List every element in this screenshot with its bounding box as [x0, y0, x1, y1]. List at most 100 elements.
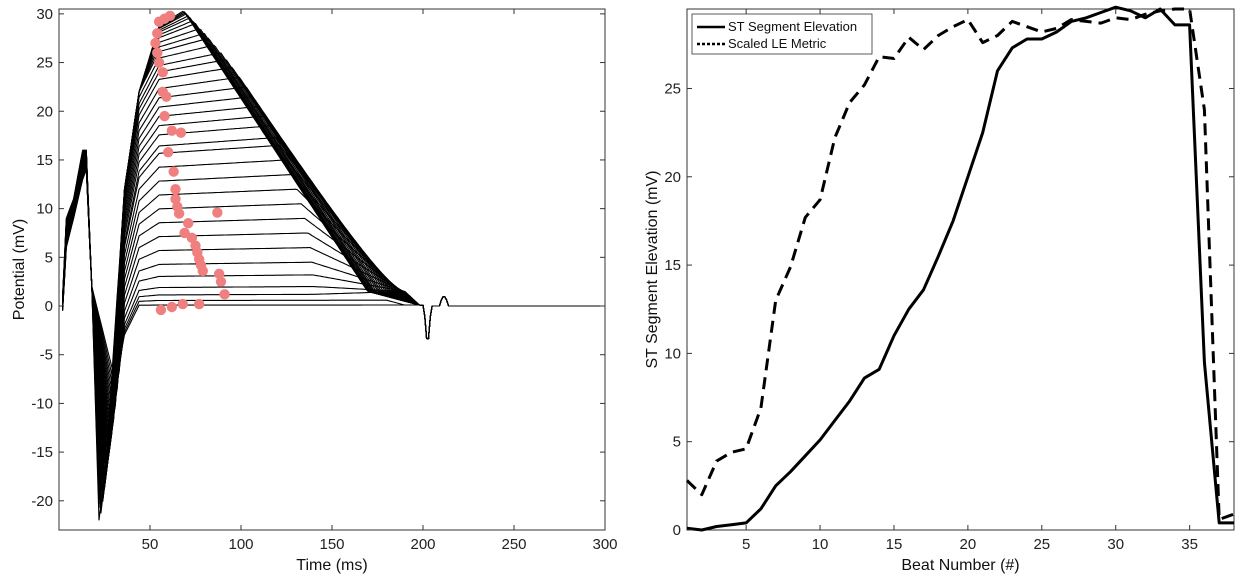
right-plot-frame	[686, 8, 1235, 531]
potential-trace	[62, 66, 602, 478]
y-tick-label: 15	[36, 152, 53, 169]
potential-trace	[62, 11, 602, 508]
marker-point	[170, 183, 181, 195]
marker-point	[183, 218, 194, 229]
marker-point	[157, 67, 168, 78]
potential-trace	[62, 115, 602, 456]
potential-trace	[62, 125, 602, 453]
y-tick-label: 30	[36, 6, 53, 23]
potential-trace	[62, 166, 602, 404]
x-tick-label: 5	[742, 536, 750, 553]
x-tick-label: 10	[812, 536, 829, 553]
potential-trace	[62, 165, 602, 412]
right-y-ticks: 0 5 10 15 20 25	[664, 80, 1234, 539]
potential-trace	[62, 33, 602, 500]
marker-point	[170, 193, 181, 205]
marker-point	[150, 37, 161, 49]
series-line-st-segment-elevation	[686, 5, 1234, 532]
legend: ST Segment Elevation Scaled LE Metric	[691, 13, 873, 55]
x-tick-label: 35	[1181, 536, 1198, 553]
y-tick-label: -5	[40, 347, 53, 364]
right-x-axis-label: Beat Number (#)	[901, 557, 1019, 574]
y-tick-label: -15	[31, 444, 53, 461]
x-tick-label: 200	[410, 536, 435, 553]
potential-trace	[62, 162, 602, 427]
potential-trace	[62, 164, 602, 420]
potential-trace	[62, 169, 602, 377]
x-tick-label: 15	[886, 536, 903, 553]
marker-point	[168, 166, 179, 177]
x-tick-label: 50	[142, 536, 159, 553]
x-tick-label: 150	[319, 536, 344, 553]
y-tick-label: 5	[673, 434, 681, 451]
y-tick-label: 5	[45, 249, 53, 266]
potential-trace	[62, 167, 602, 398]
marker-point	[159, 110, 170, 122]
y-tick-label: 10	[36, 201, 53, 218]
left-chart-potential-traces: 50 100 150 200 250 300 -20 -15 -10 -5 0 5 10 15 20 25 3…	[11, 6, 618, 574]
y-tick-label: 15	[664, 257, 681, 274]
marker-point	[163, 146, 174, 158]
marker-point	[173, 208, 185, 219]
x-tick-label: 20	[960, 536, 977, 553]
y-tick-label: 25	[664, 80, 681, 97]
potential-trace	[62, 161, 602, 434]
y-tick-label: 20	[664, 169, 681, 186]
marker-point	[164, 10, 176, 22]
x-tick-label: 300	[592, 536, 617, 553]
potential-trace	[62, 166, 602, 410]
x-tick-label: 25	[1033, 536, 1050, 553]
marker-point	[152, 28, 163, 39]
left-y-axis-label: Potential (mV)	[11, 219, 28, 320]
y-tick-label: -20	[31, 493, 53, 510]
potential-trace	[62, 20, 602, 501]
marker-point	[155, 304, 167, 316]
right-chart-st-elevation: 5 10 15 20 25 30 35 0 5 10 15 20 25 Beat Number (#)…	[644, 5, 1235, 574]
y-tick-label: 0	[45, 298, 53, 315]
series-line-scaled-le-metric	[685, 7, 1235, 521]
series-lines	[685, 5, 1235, 532]
x-tick-label: 250	[501, 536, 526, 553]
left-x-ticks: 50 100 150 200 250 300	[142, 9, 618, 553]
potential-trace	[62, 17, 602, 507]
potential-trace	[62, 168, 602, 385]
left-y-ticks: -20 -15 -10 -5 0 5 10 15 20 25 30	[31, 6, 605, 510]
marker-point	[166, 301, 178, 313]
potential-trace	[62, 10, 602, 521]
left-x-axis-label: Time (ms)	[296, 557, 367, 574]
y-tick-label: 25	[36, 55, 53, 72]
marker-point	[175, 127, 187, 138]
marker-point	[215, 276, 227, 287]
marker-point	[161, 91, 172, 102]
y-tick-label: -10	[31, 395, 53, 412]
right-y-axis-label: ST Segment Elevation (mV)	[644, 170, 661, 368]
potential-traces	[62, 10, 602, 521]
legend-box	[691, 13, 873, 55]
marker-point	[177, 298, 188, 310]
potential-trace	[62, 44, 602, 488]
marker-points	[150, 10, 230, 316]
marker-point	[152, 47, 163, 59]
marker-point	[212, 207, 223, 218]
marker-point	[197, 265, 208, 277]
legend-entry-st-segment-elevation: ST Segment Elevation	[728, 19, 857, 34]
marker-point	[186, 232, 198, 244]
potential-trace	[62, 105, 602, 465]
y-tick-label: 0	[673, 522, 681, 539]
potential-trace	[62, 15, 602, 514]
potential-trace	[62, 86, 602, 471]
potential-trace	[62, 37, 602, 490]
marker-point	[193, 298, 205, 310]
potential-trace	[62, 159, 602, 440]
x-tick-label: 30	[1107, 536, 1124, 553]
marker-point	[179, 227, 190, 239]
marker-point	[166, 125, 178, 136]
right-x-ticks: 5 10 15 20 25 30 35	[742, 9, 1198, 553]
marker-point	[219, 289, 230, 300]
marker-point	[213, 268, 225, 280]
potential-trace	[62, 52, 602, 488]
y-tick-label: 10	[664, 345, 681, 362]
legend-entry-scaled-le-metric: Scaled LE Metric	[728, 36, 827, 51]
potential-trace	[62, 168, 602, 381]
